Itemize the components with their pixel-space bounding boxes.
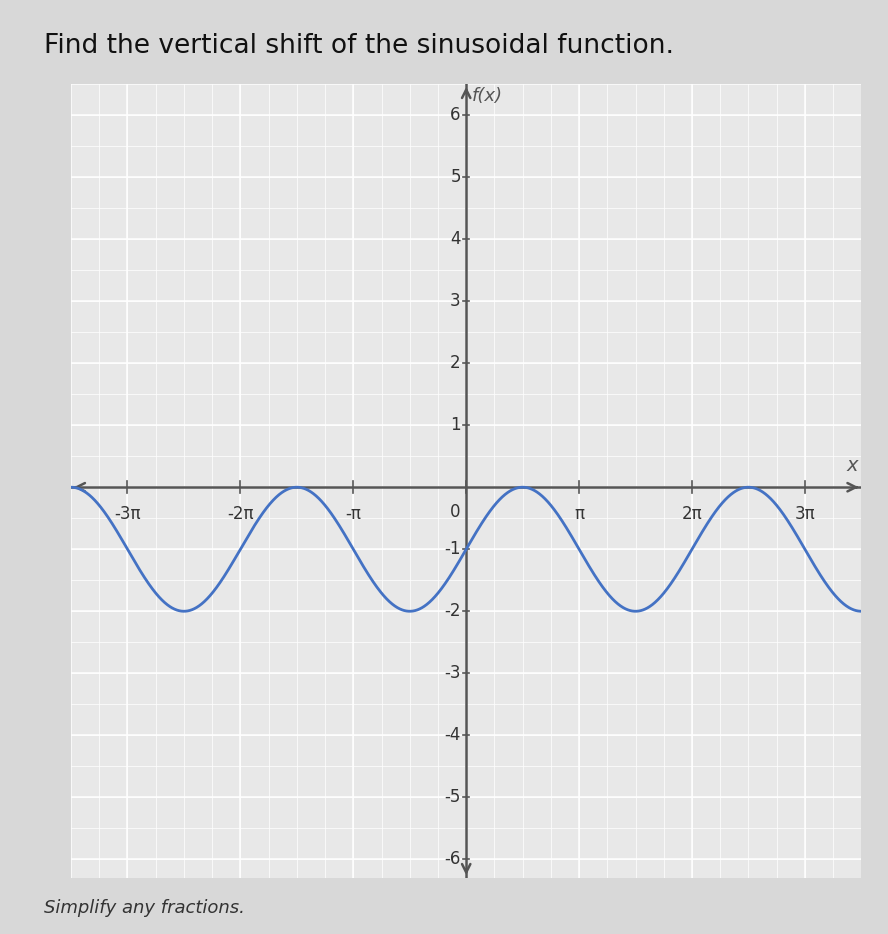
Text: x: x	[846, 456, 858, 475]
Text: -3π: -3π	[115, 504, 141, 523]
Text: -π: -π	[345, 504, 361, 523]
Text: Simplify any fractions.: Simplify any fractions.	[44, 899, 245, 917]
Text: 5: 5	[450, 168, 461, 186]
Text: π: π	[574, 504, 584, 523]
Text: 3π: 3π	[795, 504, 815, 523]
Text: f(x): f(x)	[472, 87, 503, 106]
Text: 4: 4	[450, 230, 461, 248]
Text: -1: -1	[444, 540, 461, 559]
Text: 2π: 2π	[682, 504, 702, 523]
Text: Find the vertical shift of the sinusoidal function.: Find the vertical shift of the sinusoida…	[44, 33, 674, 59]
Text: -3: -3	[444, 664, 461, 682]
Text: -5: -5	[444, 788, 461, 806]
Text: -2π: -2π	[227, 504, 254, 523]
Text: 2: 2	[450, 354, 461, 372]
Text: -6: -6	[444, 850, 461, 869]
Text: -4: -4	[444, 727, 461, 744]
Text: -2: -2	[444, 602, 461, 620]
Text: 1: 1	[450, 417, 461, 434]
Text: 3: 3	[450, 292, 461, 310]
Text: 0: 0	[450, 502, 461, 521]
Text: 6: 6	[450, 106, 461, 124]
